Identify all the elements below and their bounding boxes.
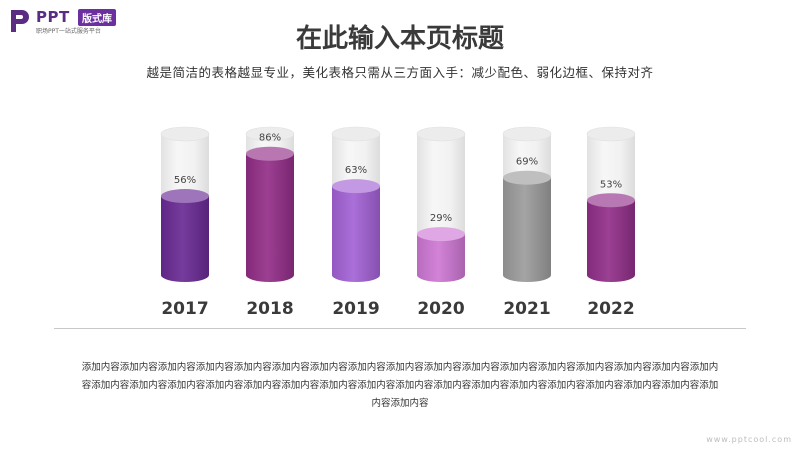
- value-label-2019: 63%: [345, 165, 367, 176]
- category-label-2022: 2022: [587, 299, 634, 319]
- bar-top-2019: [332, 179, 380, 194]
- bar-2018: [246, 153, 294, 282]
- page-title: 在此输入本页标题: [295, 24, 504, 54]
- value-label-2017: 56%: [174, 175, 196, 186]
- category-label-2018: 2018: [246, 299, 293, 319]
- glass-top-2022: [586, 126, 636, 142]
- logo-badge: 版式库: [78, 9, 116, 26]
- bar-top-2017: [161, 189, 209, 204]
- value-label-2022: 53%: [600, 179, 622, 190]
- bar-2022: [587, 200, 635, 282]
- category-label-2021: 2021: [503, 299, 550, 319]
- watermark: www.pptcool.com: [706, 435, 792, 444]
- value-label-2018: 86%: [259, 133, 281, 144]
- logo-name: PPT: [36, 8, 70, 26]
- bar-2019: [332, 186, 380, 282]
- divider-line: [54, 328, 746, 329]
- glass-top-2020: [416, 126, 466, 142]
- value-label-2021: 69%: [516, 157, 538, 168]
- glass-top-2018: [245, 126, 295, 142]
- ppt-logo-icon: [11, 10, 29, 32]
- brand-logo: PPT 版式库 职场PPT一站式服务平台: [8, 8, 168, 36]
- bar-top-2020: [417, 227, 465, 242]
- category-label-2019: 2019: [332, 299, 379, 319]
- bar-top-2021: [503, 170, 551, 185]
- glass-top-2019: [331, 126, 381, 142]
- logo-tagline: 职场PPT一站式服务平台: [36, 28, 101, 35]
- bar-top-2018: [246, 146, 294, 161]
- glass-top-2021: [502, 126, 552, 142]
- page-subtitle: 越是简洁的表格越显专业，美化表格只需从三方面入手：减少配色、弱化边框、保持对齐: [146, 65, 654, 80]
- bar-2017: [161, 196, 209, 282]
- cylinder-bar-chart: 56% 2017 86% 2018 63% 2019 29% 2020 69% 2021 53% 20…: [160, 126, 636, 319]
- category-label-2017: 2017: [161, 299, 208, 319]
- glass-top-2017: [160, 126, 210, 142]
- bar-top-2022: [587, 193, 635, 208]
- body-text: 添加内容添加内容添加内容添加内容添加内容添加内容添加内容添加内容添加内容添加内容…: [81, 362, 719, 409]
- bar-2020: [417, 234, 465, 282]
- category-label-2020: 2020: [417, 299, 464, 319]
- bar-2021: [503, 177, 551, 282]
- value-label-2020: 29%: [430, 213, 452, 224]
